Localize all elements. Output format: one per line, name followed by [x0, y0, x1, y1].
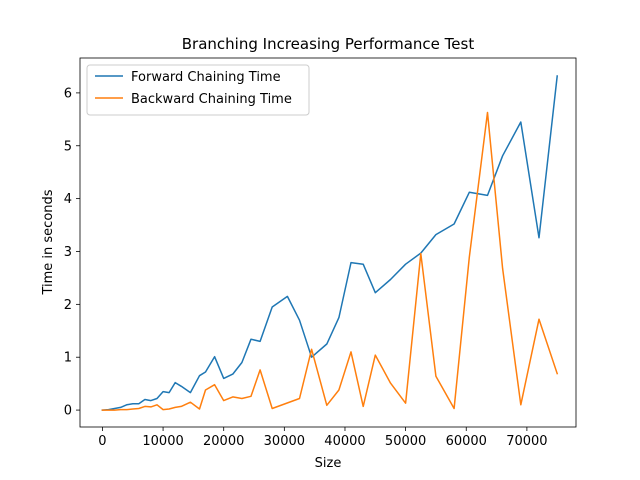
x-tick-label: 20000: [203, 434, 244, 449]
chart-title: Branching Increasing Performance Test: [182, 35, 475, 53]
y-tick-label: 4: [64, 192, 72, 207]
x-tick-label: 10000: [142, 434, 183, 449]
y-tick-label: 2: [64, 298, 72, 313]
plot-area: [80, 58, 576, 427]
x-tick-label: 50000: [385, 434, 426, 449]
x-tick-label: 0: [98, 434, 106, 449]
y-tick-label: 5: [64, 139, 72, 154]
y-tick-label: 1: [64, 351, 72, 366]
series-layer: [101, 75, 559, 411]
plot-frame: [79, 57, 577, 428]
y-tick-label: 6: [64, 86, 72, 101]
legend-label-forward: Forward Chaining Time: [131, 70, 281, 85]
legend: Forward Chaining Time Backward Chaining …: [86, 64, 310, 116]
axes-layer: 0 10000 20000 30000 40000 50000 60000 70000 0 1 2 3…: [64, 57, 577, 449]
y-tick-label: 3: [64, 245, 72, 260]
x-tick-label: 40000: [324, 434, 365, 449]
legend-box: [86, 64, 310, 116]
x-tick-label: 30000: [264, 434, 305, 449]
y-axis-label: Time in seconds: [41, 189, 56, 295]
x-axis-label: Size: [315, 456, 342, 471]
series-line-1: [101, 111, 559, 411]
y-tick-label: 0: [64, 404, 72, 419]
x-tick-label: 70000: [506, 434, 547, 449]
series-line-0: [101, 75, 559, 411]
x-tick-label: 60000: [446, 434, 487, 449]
legend-label-backward: Backward Chaining Time: [131, 92, 292, 107]
